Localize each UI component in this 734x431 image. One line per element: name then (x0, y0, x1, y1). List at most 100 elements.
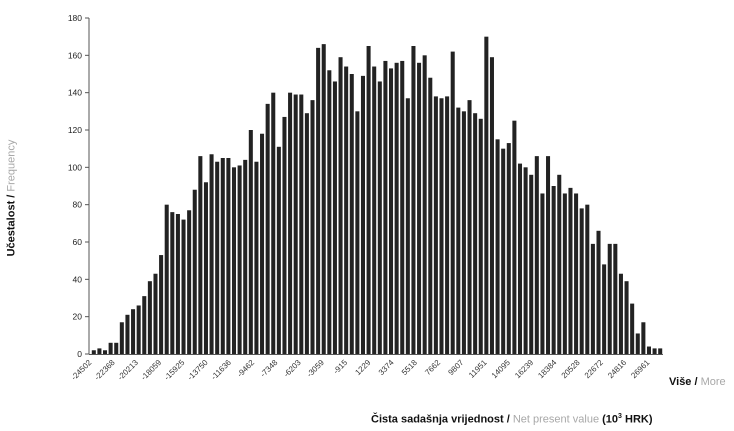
histogram-bar (489, 57, 494, 354)
x-tick-label: 24816 (606, 358, 628, 380)
more-label-separator: / (691, 376, 701, 388)
histogram-bar (119, 322, 124, 354)
histogram-bar (646, 346, 651, 354)
y-tick-label: 120 (68, 125, 82, 135)
histogram-bar (624, 281, 629, 354)
histogram-bar (383, 60, 388, 355)
histogram-bar (557, 174, 562, 354)
histogram-bar (630, 303, 635, 354)
x-tick-label: -6203 (282, 358, 303, 379)
histogram-bar (534, 156, 539, 354)
x-tick-label: -13750 (186, 358, 210, 382)
histogram-bar (282, 116, 287, 355)
histogram-bar (276, 146, 281, 354)
y-tick-label: 60 (73, 237, 83, 247)
histogram-bar (529, 174, 534, 354)
histogram-bar (125, 314, 130, 354)
histogram-bar (355, 111, 360, 354)
x-tick-label: -22368 (93, 358, 117, 382)
histogram-bar (484, 36, 489, 355)
histogram-bar (579, 208, 584, 354)
y-tick-label: 180 (68, 13, 82, 23)
histogram-bar (293, 94, 298, 354)
histogram-bar (596, 230, 601, 354)
x-tick-label: -7348 (259, 358, 280, 379)
histogram-bar (377, 81, 382, 354)
histogram-bar (316, 47, 321, 355)
histogram-bar (411, 46, 416, 354)
histogram-bar (288, 92, 293, 355)
y-axis-label-hr: Učestalost (5, 200, 18, 257)
histogram-bar (417, 62, 422, 355)
x-tick-label: -24502 (69, 358, 93, 382)
histogram-bar (456, 107, 461, 354)
x-tick-label: 26961 (629, 358, 651, 380)
histogram-bar (265, 103, 270, 355)
histogram-bar (215, 161, 220, 354)
x-tick-label: -20213 (116, 358, 140, 382)
histogram-bar (299, 94, 304, 354)
histogram-bar (349, 74, 354, 354)
x-tick-label: -9462 (235, 358, 256, 379)
x-tick-label: 5518 (400, 358, 419, 377)
histogram-bar (187, 210, 192, 354)
y-tick-label: 140 (68, 88, 82, 98)
histogram-bar (613, 243, 618, 354)
x-tick-label: 7662 (423, 358, 442, 377)
x-tick-label: 16239 (513, 358, 535, 380)
x-axis-unit-exponent: 3 (618, 413, 622, 420)
more-label-en: More (700, 376, 726, 388)
histogram-bar (658, 348, 663, 354)
y-tick-label: 0 (77, 349, 82, 359)
x-axis-label-separator: / (503, 413, 513, 426)
histogram-bar (433, 96, 438, 355)
histogram-bar (635, 333, 640, 354)
histogram-bar (209, 154, 214, 354)
histogram-bar (607, 243, 612, 354)
histogram-bar (153, 273, 158, 354)
histogram-bar (562, 193, 567, 354)
histogram-bar (164, 204, 169, 354)
histogram-bar (310, 100, 315, 354)
x-tick-label: 11951 (467, 358, 489, 380)
histogram-bar (170, 212, 175, 354)
histogram-bar (136, 305, 141, 354)
histogram-bar (450, 51, 455, 354)
histogram-bar (590, 243, 595, 354)
x-tick-label: 20528 (560, 358, 582, 380)
histogram-bars (91, 36, 663, 355)
histogram-bar (422, 55, 427, 354)
y-tick-label: 40 (73, 274, 83, 284)
histogram-bar (523, 167, 528, 354)
histogram-bar (192, 189, 197, 354)
histogram-bar (220, 158, 225, 354)
x-tick-label: 22672 (583, 358, 605, 380)
histogram-bar (394, 62, 399, 355)
x-axis-label: Čista sadašnja vrijednost / Net present … (371, 413, 653, 426)
x-tick-label: 9807 (446, 358, 465, 377)
histogram-bar (439, 98, 444, 355)
y-axis-label: Učestalost / Frequency (3, 98, 19, 298)
histogram-bar (428, 77, 433, 354)
histogram-bar (366, 46, 371, 354)
histogram-bar (91, 350, 96, 354)
histogram-bar (517, 163, 523, 354)
more-label-hr: Više (669, 376, 692, 388)
y-tick-label: 100 (68, 162, 82, 172)
histogram-bar (400, 60, 405, 355)
histogram-bar (271, 92, 276, 355)
y-tick-label: 80 (73, 200, 83, 210)
histogram-bar (231, 167, 237, 354)
y-axis: 0 20 40 60 80 100 120 140 160 180 (68, 13, 90, 359)
y-tick-label: 20 (73, 312, 83, 322)
histogram-bar (389, 68, 394, 355)
x-axis: -24502 -22368 -20213 -18059 -15925 -13750 -116… (69, 354, 663, 382)
histogram-bar (495, 139, 500, 354)
histogram-bar (473, 113, 478, 354)
histogram-bar (546, 156, 551, 354)
x-tick-label: -18059 (139, 358, 163, 382)
histogram-bar (372, 66, 377, 354)
histogram-bar (652, 348, 657, 354)
x-tick-label: -15925 (162, 358, 186, 382)
